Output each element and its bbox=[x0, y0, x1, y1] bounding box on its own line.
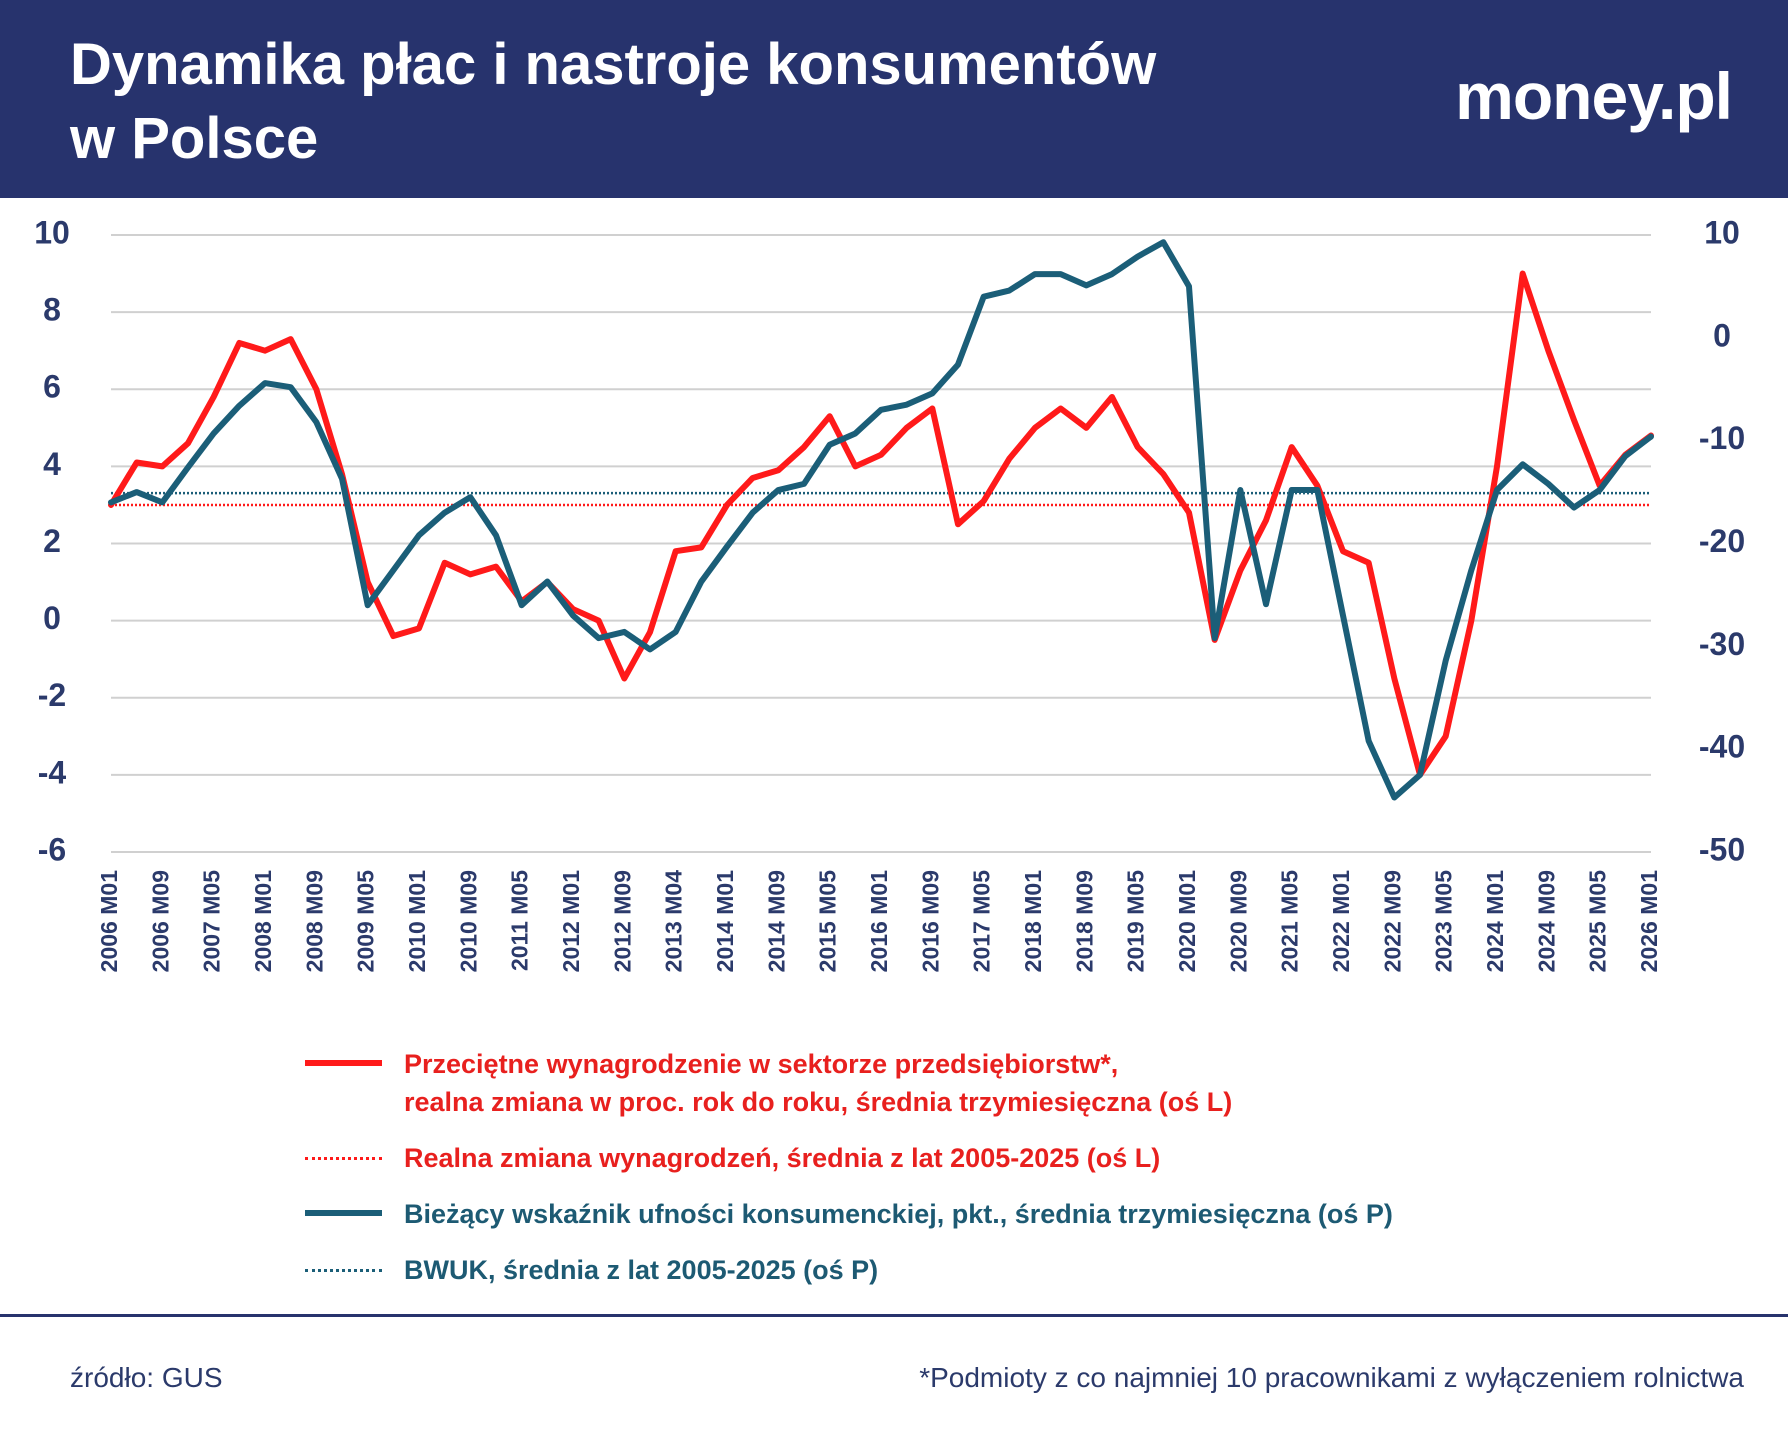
divider bbox=[0, 1314, 1788, 1317]
legend-entry: Realna zmiana wynagrodzeń, średnia z lat… bbox=[305, 1139, 1605, 1177]
logo: money.pl bbox=[1455, 59, 1733, 133]
legend: Przeciętne wynagrodzenie w sektorze prze… bbox=[305, 1045, 1605, 1307]
y-tick-label: -2 bbox=[38, 677, 66, 713]
x-tick-label: 2006 M01 bbox=[96, 870, 122, 973]
series-line bbox=[108, 239, 1654, 801]
legend-label: Bieżący wskaźnik ufności konsumenckiej, … bbox=[404, 1199, 1393, 1229]
x-tick-label: 2014 M01 bbox=[712, 870, 738, 973]
x-tick-label: 2024 M01 bbox=[1482, 870, 1508, 973]
x-tick-label: 2012 M01 bbox=[558, 870, 584, 973]
x-tick-label: 2015 M05 bbox=[815, 870, 841, 973]
x-tick-label: 2006 M09 bbox=[147, 870, 173, 972]
title: Dynamika płac i nastroje konsumentów w P… bbox=[70, 32, 1157, 171]
y2-tick-label: -50 bbox=[1699, 831, 1745, 867]
x-tick-label: 2016 M09 bbox=[917, 870, 943, 972]
x-tick-label: 2008 M09 bbox=[301, 870, 327, 972]
y2-tick-label: -10 bbox=[1699, 420, 1745, 456]
x-tick-label: 2011 M05 bbox=[507, 870, 533, 971]
legend-label: BWUK, średnia z lat 2005-2025 (oś P) bbox=[404, 1255, 879, 1285]
x-tick-label: 2019 M05 bbox=[1123, 870, 1149, 973]
y-tick-label: 6 bbox=[43, 369, 61, 405]
legend-label: Realna zmiana wynagrodzeń, średnia z lat… bbox=[404, 1143, 1161, 1173]
x-tick-label: 2018 M01 bbox=[1020, 870, 1046, 973]
x-tick-label: 2021 M05 bbox=[1277, 870, 1303, 973]
legend-swatch bbox=[305, 1269, 382, 1272]
series-line bbox=[108, 270, 1654, 778]
y-tick-label: 0 bbox=[43, 600, 61, 636]
x-tick-label: 2016 M01 bbox=[866, 870, 892, 973]
y2-tick-label: -30 bbox=[1699, 626, 1745, 662]
source: źródło: GUS bbox=[70, 1362, 223, 1393]
x-tick-label: 2022 M09 bbox=[1379, 870, 1405, 972]
x-tick-label: 2013 M04 bbox=[661, 870, 687, 973]
y-tick-label: 10 bbox=[34, 214, 70, 250]
x-tick-label: 2017 M05 bbox=[969, 870, 995, 973]
y-tick-label: 4 bbox=[43, 446, 61, 482]
legend-swatch bbox=[305, 1060, 382, 1066]
x-tick-label: 2025 M05 bbox=[1585, 870, 1611, 973]
legend-swatch bbox=[305, 1210, 382, 1216]
footnote: *Podmioty z co najmniej 10 pracownikami … bbox=[919, 1362, 1744, 1393]
x-tick-label: 2020 M09 bbox=[1225, 870, 1251, 972]
y2-tick-label: -20 bbox=[1699, 523, 1745, 559]
x-tick-label: 2008 M01 bbox=[250, 870, 276, 973]
y-tick-label: 8 bbox=[43, 292, 61, 328]
y-tick-label: 2 bbox=[43, 523, 61, 559]
x-tick-label: 2023 M05 bbox=[1431, 870, 1457, 973]
y-tick-label: -6 bbox=[38, 831, 66, 867]
legend-swatch bbox=[305, 1157, 382, 1160]
y2-tick-label: 10 bbox=[1704, 214, 1740, 250]
x-tick-label: 2012 M09 bbox=[609, 870, 635, 972]
legend-entry: Przeciętne wynagrodzenie w sektorze prze… bbox=[305, 1045, 1605, 1121]
y-tick-label: -4 bbox=[38, 754, 67, 790]
y2-tick-label: -40 bbox=[1699, 729, 1745, 765]
x-tick-label: 2026 M01 bbox=[1636, 870, 1662, 973]
y2-tick-label: 0 bbox=[1713, 317, 1731, 353]
x-tick-label: 2014 M09 bbox=[763, 870, 789, 972]
x-tick-label: 2010 M09 bbox=[455, 870, 481, 972]
x-tick-label: 2022 M01 bbox=[1328, 870, 1354, 973]
legend-entry: Bieżący wskaźnik ufności konsumenckiej, … bbox=[305, 1195, 1605, 1233]
x-tick-label: 2010 M01 bbox=[404, 870, 430, 973]
header: Dynamika płac i nastroje konsumentów w P… bbox=[0, 0, 1788, 198]
x-tick-label: 2007 M05 bbox=[199, 870, 225, 973]
legend-label: Przeciętne wynagrodzenie w sektorze prze… bbox=[404, 1049, 1233, 1117]
x-tick-label: 2018 M09 bbox=[1071, 870, 1097, 972]
legend-entry: BWUK, średnia z lat 2005-2025 (oś P) bbox=[305, 1251, 1605, 1289]
x-tick-label: 2024 M09 bbox=[1533, 870, 1559, 972]
x-tick-label: 2020 M01 bbox=[1174, 870, 1200, 973]
x-tick-label: 2009 M05 bbox=[353, 870, 379, 973]
